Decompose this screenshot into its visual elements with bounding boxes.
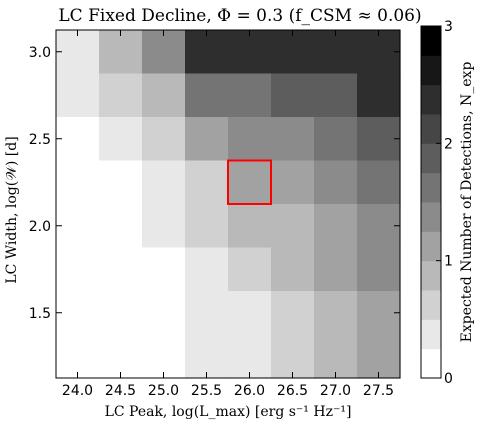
heatmap-cell bbox=[357, 117, 401, 162]
x-axis-ticks: 24.0 24.5 25.0 25.5 26.0 26.5 27.0 27.5 bbox=[62, 30, 394, 399]
colorbar-segment bbox=[421, 202, 441, 232]
heatmap-cell bbox=[99, 73, 143, 118]
heatmap-cell bbox=[56, 117, 100, 162]
heatmap-cell bbox=[228, 247, 272, 292]
colorbar-tick-label: 2 bbox=[444, 136, 453, 152]
heatmap-cell bbox=[185, 247, 229, 292]
heatmap-cell bbox=[56, 160, 100, 205]
y-tick-label: 1.5 bbox=[29, 306, 51, 322]
heatmap-cell bbox=[185, 117, 229, 162]
y-tick-label: 2.5 bbox=[29, 132, 51, 148]
heatmap-cell bbox=[185, 73, 229, 118]
heatmap-cell bbox=[271, 247, 315, 292]
colorbar-tick-label: 1 bbox=[444, 254, 453, 270]
heatmap-cell bbox=[314, 160, 358, 205]
heatmap-cell bbox=[357, 291, 401, 379]
colorbar-segment bbox=[421, 290, 441, 320]
heatmap-cell bbox=[357, 204, 401, 249]
heatmap-cell bbox=[357, 247, 401, 292]
plot-axes bbox=[55, 29, 401, 379]
heatmap-cell bbox=[185, 160, 229, 205]
colorbar-segment bbox=[421, 84, 441, 115]
colorbar-segment bbox=[421, 260, 441, 291]
plot-frame bbox=[55, 29, 401, 379]
heatmap-cell bbox=[271, 73, 315, 118]
heatmap-cell bbox=[142, 73, 186, 118]
heatmap-cell bbox=[185, 30, 229, 75]
colorbar-segment bbox=[421, 55, 441, 86]
heatmap-cell bbox=[142, 160, 186, 205]
colorbar bbox=[420, 25, 442, 379]
colorbar-tick-label: 0 bbox=[444, 371, 453, 387]
x-tick-label: 26.5 bbox=[277, 383, 308, 399]
y-axis-ticks: 1.5 2.0 2.5 3.0 bbox=[29, 45, 400, 322]
heatmap-cell bbox=[99, 247, 143, 292]
x-tick-label: 25.0 bbox=[148, 383, 179, 399]
x-axis-label: LC Peak, log(L_max) [erg s⁻¹ Hz⁻¹] bbox=[105, 404, 352, 420]
x-tick-label: 27.0 bbox=[320, 383, 351, 399]
x-tick-label: 24.0 bbox=[62, 383, 93, 399]
colorbar-segment bbox=[421, 348, 441, 379]
heatmap-cell bbox=[99, 160, 143, 205]
heatmap-cell bbox=[357, 30, 401, 75]
heatmap-cell bbox=[314, 117, 358, 162]
x-tick-label: 25.5 bbox=[191, 383, 222, 399]
heatmap-cell bbox=[228, 73, 272, 118]
x-tick-label: 24.5 bbox=[105, 383, 136, 399]
y-axis-label: LC Width, log(𝒲) [d] bbox=[4, 136, 20, 283]
heatmap-cell bbox=[185, 204, 229, 249]
heatmap-cell bbox=[228, 291, 272, 379]
heatmap-cell bbox=[99, 204, 143, 249]
heatmap-cell bbox=[314, 247, 358, 292]
y-tick-label: 2.0 bbox=[29, 219, 51, 235]
heatmap-cell bbox=[314, 30, 358, 75]
heatmap-cell bbox=[314, 73, 358, 118]
heatmap-cell bbox=[56, 204, 100, 249]
heatmap-cell bbox=[228, 117, 272, 162]
chart-title: LC Fixed Decline, Φ = 0.3 (f_CSM ≈ 0.06) bbox=[58, 6, 421, 26]
heatmap-cell bbox=[314, 204, 358, 249]
heatmap-cell bbox=[99, 117, 143, 162]
heatmap-cell bbox=[228, 160, 272, 205]
heatmap-cell bbox=[357, 73, 401, 118]
heatmap-cell bbox=[142, 204, 186, 249]
heatmap-cell bbox=[271, 204, 315, 249]
heatmap-cell bbox=[142, 117, 186, 162]
heatmap-cell bbox=[142, 247, 186, 292]
colorbar-ticks: 0 1 2 3 bbox=[436, 19, 453, 387]
colorbar-segment bbox=[421, 26, 441, 56]
x-tick-label: 26.0 bbox=[234, 383, 265, 399]
colorbar-tick-label: 3 bbox=[444, 19, 453, 35]
heatmap-cell bbox=[314, 291, 358, 379]
highlight-cell-group bbox=[227, 159, 272, 205]
heatmap-cell bbox=[99, 30, 143, 75]
y-tick-label: 3.0 bbox=[29, 45, 51, 61]
heatmap-cell bbox=[228, 30, 272, 75]
highlight-cell bbox=[227, 159, 272, 205]
heatmap-cell bbox=[142, 30, 186, 75]
heatmap-cell bbox=[142, 291, 186, 379]
heatmap-cell bbox=[99, 291, 143, 379]
colorbar-segment bbox=[421, 231, 441, 262]
heatmap-cell bbox=[56, 247, 100, 292]
colorbar-segment bbox=[421, 172, 441, 203]
heatmap-cell bbox=[271, 30, 315, 75]
heatmap-cell bbox=[271, 160, 315, 205]
x-tick-label: 27.5 bbox=[363, 383, 394, 399]
heatmap-cell bbox=[271, 291, 315, 379]
heatmap-cell bbox=[56, 291, 100, 379]
heatmap-cell bbox=[56, 30, 100, 75]
heatmap-cell bbox=[56, 73, 100, 118]
colorbar-label: Expected Number of Detections, N_exp bbox=[459, 62, 475, 343]
heatmap-cell bbox=[271, 117, 315, 162]
colorbar-frame bbox=[420, 25, 442, 379]
colorbar-segment bbox=[421, 114, 441, 144]
heatmap-cells bbox=[56, 30, 401, 379]
heatmap-cell bbox=[357, 160, 401, 205]
heatmap-cell bbox=[185, 291, 229, 379]
colorbar-segment bbox=[421, 143, 441, 174]
colorbar-segment bbox=[421, 319, 441, 350]
heatmap-cell bbox=[228, 204, 272, 249]
